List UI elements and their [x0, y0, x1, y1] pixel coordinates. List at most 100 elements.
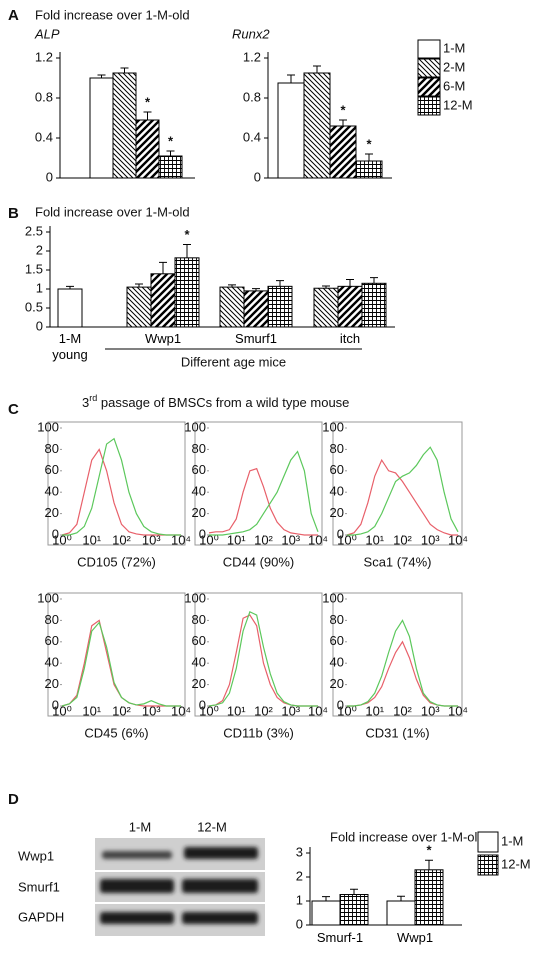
y-tick-label: 0	[52, 526, 59, 541]
x-axis-label: CD45 (6%)	[84, 725, 148, 740]
bar	[57, 288, 83, 328]
y-tick-label: 0	[46, 169, 53, 184]
error-bar	[346, 279, 354, 287]
x-tick-label: Wwp1	[396, 930, 434, 945]
error-bar	[287, 74, 295, 83]
legend-label: 1-M	[443, 40, 465, 55]
title-part: passage of BMSCs from a wild type mouse	[97, 395, 349, 410]
chart-subtitle: Runx2	[232, 26, 270, 41]
x-tick-label: 10²	[112, 532, 131, 547]
plot-frame	[47, 592, 186, 717]
y-tick-label: 80	[330, 612, 344, 627]
category-label: 1-M young	[52, 331, 88, 362]
y-tick-label: 80	[330, 441, 344, 456]
chart-subtitle: ALP	[34, 26, 60, 41]
y-tick-label: 0.8	[35, 89, 53, 104]
lane-label: 12-M	[197, 819, 227, 834]
x-axis-label: CD105 (72%)	[77, 554, 156, 569]
y-tick-label: 80	[45, 612, 59, 627]
error-bar	[370, 277, 378, 284]
bar	[339, 894, 369, 926]
histogram-line	[208, 611, 318, 707]
error-bar	[183, 244, 191, 258]
y-tick-label: 0	[199, 526, 206, 541]
x-tick-label: 10³	[281, 532, 300, 547]
bar	[89, 77, 114, 179]
plot-frame	[332, 592, 463, 717]
y-tick-label: 1	[296, 892, 303, 907]
y-tick-label: 2	[296, 868, 303, 883]
y-tick-label: 100	[322, 419, 344, 434]
significance: *	[184, 227, 190, 242]
bar	[313, 287, 339, 328]
y-tick-label: 1.5	[25, 261, 43, 276]
category-label: itch	[340, 331, 360, 346]
histogram-line	[61, 621, 181, 707]
x-tick-label: 10⁰	[337, 532, 357, 547]
plot-frame	[194, 592, 323, 717]
bar	[414, 869, 444, 926]
error-bar	[143, 111, 152, 120]
y-tick-label: 20	[330, 505, 344, 520]
y-tick-label: 40	[192, 484, 206, 499]
bar	[361, 282, 387, 328]
bar	[337, 285, 363, 328]
y-tick-label: 0.4	[35, 129, 53, 144]
y-tick-label: 0	[52, 697, 59, 712]
legend-swatch	[417, 58, 441, 78]
x-tick-label: 10³	[281, 703, 300, 718]
legend-label: 12-M	[443, 97, 473, 112]
title-part: 3	[82, 395, 89, 410]
y-tick-label: 20	[45, 505, 59, 520]
y-tick-label: 80	[45, 441, 59, 456]
x-tick-label: 10⁰	[337, 703, 357, 718]
y-tick-label: 100	[322, 590, 344, 605]
significance: *	[426, 843, 432, 858]
bar	[126, 286, 152, 328]
y-tick-label: 60	[330, 462, 344, 477]
error-bar	[339, 119, 347, 126]
x-tick-label: 10²	[112, 703, 131, 718]
row-label: Smurf1	[18, 879, 60, 894]
error-bar	[425, 859, 433, 870]
y-tick-label: 2.5	[25, 223, 43, 238]
bar	[386, 900, 416, 926]
y-tick-label: 0	[337, 526, 344, 541]
x-axis-label: CD11b (3%)	[223, 725, 294, 740]
x-tick-label: 10¹	[227, 703, 246, 718]
plot-frame	[194, 421, 323, 546]
bar	[219, 286, 245, 328]
x-tick-label: 10¹	[365, 532, 384, 547]
x-tick-label: 10²	[393, 703, 412, 718]
y-tick-label: 0	[296, 916, 303, 931]
y-tick-label: 0	[36, 318, 43, 333]
bar	[329, 125, 357, 179]
x-axis-label: Sca1 (74%)	[364, 554, 432, 569]
panel-label: D	[8, 791, 19, 808]
y-tick-label: 3	[296, 844, 303, 859]
row-label: GAPDH	[18, 909, 64, 924]
legend-swatch	[477, 831, 499, 853]
x-tick-label: 10²	[254, 703, 273, 718]
y-tick-label: 20	[192, 505, 206, 520]
bar	[150, 273, 176, 328]
x-tick-label: Smurf1	[235, 331, 277, 346]
bar	[135, 119, 160, 179]
y-tick-label: 100	[37, 419, 59, 434]
y-tick-label: 20	[192, 676, 206, 691]
x-tick-label: 1-M young	[52, 331, 88, 362]
bar	[243, 290, 269, 328]
y-tick-label: 60	[192, 462, 206, 477]
chart-title: Fold increase over 1-M-old	[35, 204, 190, 219]
error-bar	[166, 150, 175, 156]
legend-swatch	[417, 96, 441, 116]
x-axis-label: CD44 (90%)	[223, 554, 295, 569]
error-bar	[397, 895, 405, 901]
y-tick-label: 100	[184, 590, 206, 605]
x-tick-label: 10²	[254, 532, 273, 547]
bar	[311, 900, 341, 926]
lane-label: 1-M	[129, 819, 151, 834]
panel-label: B	[8, 205, 19, 222]
error-bar	[135, 283, 143, 288]
y-tick-label: 100	[184, 419, 206, 434]
